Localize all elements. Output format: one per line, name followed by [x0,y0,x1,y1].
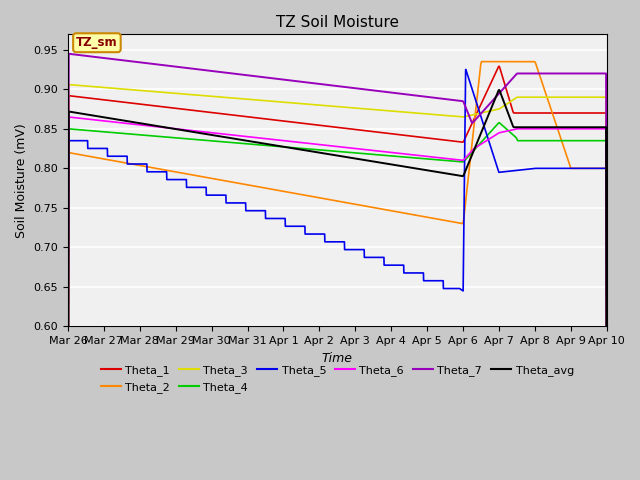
Text: TZ_sm: TZ_sm [76,36,118,49]
Title: TZ Soil Moisture: TZ Soil Moisture [276,15,399,30]
X-axis label: Time: Time [322,352,353,365]
Legend: Theta_1, Theta_2, Theta_3, Theta_4, Theta_5, Theta_6, Theta_7, Theta_avg: Theta_1, Theta_2, Theta_3, Theta_4, Thet… [97,360,578,397]
Y-axis label: Soil Moisture (mV): Soil Moisture (mV) [15,123,28,238]
